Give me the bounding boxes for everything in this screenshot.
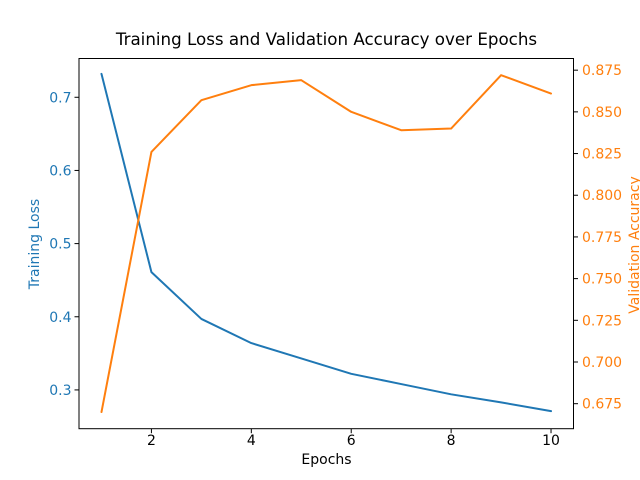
left-axis-label: Training Loss bbox=[27, 198, 43, 290]
right-y-tick-label: 0.750 bbox=[582, 272, 622, 288]
training-loss-line bbox=[100, 72, 553, 413]
left-y-tick-label: 0.5 bbox=[49, 237, 71, 253]
x-tick-label: 8 bbox=[447, 433, 456, 449]
right-y-tick-label: 0.850 bbox=[582, 105, 622, 121]
chart-title: Training Loss and Validation Accuracy ov… bbox=[115, 29, 538, 49]
plot-frame bbox=[78, 58, 574, 430]
x-tick-label: 6 bbox=[347, 433, 356, 449]
left-y-tick-label: 0.7 bbox=[49, 90, 71, 106]
left-y-tick-label: 0.4 bbox=[49, 310, 71, 326]
right-y-tick-label: 0.875 bbox=[582, 63, 622, 79]
left-y-tick-label: 0.3 bbox=[49, 383, 71, 399]
right-y-tick-label: 0.675 bbox=[582, 397, 622, 413]
x-tick-label: 2 bbox=[147, 433, 156, 449]
left-y-tick-label: 0.6 bbox=[49, 163, 71, 179]
right-y-tick-label: 0.775 bbox=[582, 230, 622, 246]
validation-accuracy-line bbox=[100, 74, 553, 414]
x-axis-label: Epochs bbox=[301, 452, 352, 468]
x-tick-label: 4 bbox=[247, 433, 256, 449]
right-y-tick-label: 0.725 bbox=[582, 313, 622, 329]
right-y-tick-label: 0.825 bbox=[582, 147, 622, 163]
right-y-tick-label: 0.800 bbox=[582, 188, 622, 204]
right-y-tick-label: 0.700 bbox=[582, 355, 622, 371]
x-tick-label: 10 bbox=[542, 433, 560, 449]
right-axis-label: Validation Accuracy bbox=[627, 176, 640, 314]
